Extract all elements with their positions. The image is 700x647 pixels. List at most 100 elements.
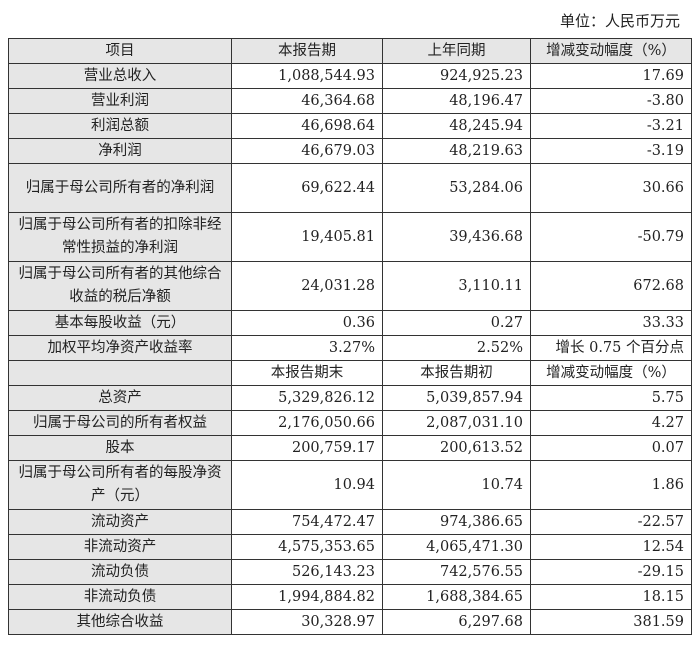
row-label: 营业总收入: [8, 63, 232, 89]
current-value: 200,759.17: [231, 435, 383, 461]
table-row: 净利润 46,679.03 48,219.63 -3.19: [8, 138, 692, 164]
subheader-row: 本报告期末 本报告期初 增减变动幅度（%）: [8, 360, 692, 386]
subheader-cell: 本报告期末: [231, 360, 383, 386]
header-cell: 增减变动幅度（%）: [530, 38, 692, 64]
change-value: 17.69: [530, 63, 692, 89]
subheader-cell: 增减变动幅度（%）: [530, 360, 692, 386]
table-row: 营业利润 46,364.68 48,196.47 -3.80: [8, 88, 692, 114]
table-row: 归属于母公司所有者的每股净资产（元） 10.94 10.74 1.86: [8, 460, 692, 510]
prior-value: 48,196.47: [382, 88, 531, 114]
table-row: 归属于母公司的所有者权益 2,176,050.66 2,087,031.10 4.27: [8, 410, 692, 436]
table-row: 加权平均净资产收益率 3.27% 2.52% 增长 0.75 个百分点: [8, 335, 692, 361]
row-label: 加权平均净资产收益率: [8, 335, 232, 361]
current-value: 5,329,826.12: [231, 385, 383, 411]
current-value: 19,405.81: [231, 212, 383, 262]
prior-value: 5,039,857.94: [382, 385, 531, 411]
change-value: 33.33: [530, 310, 692, 336]
change-value: -22.57: [530, 509, 692, 535]
current-value: 10.94: [231, 460, 383, 510]
table-row: 流动负债 526,143.23 742,576.55 -29.15: [8, 559, 692, 585]
table-row: 非流动资产 4,575,353.65 4,065,471.30 12.54: [8, 534, 692, 560]
subheader-cell: [8, 360, 232, 386]
row-label: 归属于母公司的所有者权益: [8, 410, 232, 436]
current-value: 4,575,353.65: [231, 534, 383, 560]
current-value: 1,088,544.93: [231, 63, 383, 89]
table-row: 基本每股收益（元） 0.36 0.27 33.33: [8, 310, 692, 336]
change-value: 672.68: [530, 261, 692, 311]
prior-value: 53,284.06: [382, 163, 531, 213]
change-value: 0.07: [530, 435, 692, 461]
table-row: 归属于母公司所有者的扣除非经常性损益的净利润 19,405.81 39,436.68…: [8, 212, 692, 262]
current-value: 3.27%: [231, 335, 383, 361]
header-cell: 本报告期: [231, 38, 383, 64]
change-value: 381.59: [530, 609, 692, 635]
row-label: 归属于母公司所有者的其他综合收益的税后净额: [8, 261, 232, 311]
current-value: 754,472.47: [231, 509, 383, 535]
prior-value: 6,297.68: [382, 609, 531, 635]
row-label: 总资产: [8, 385, 232, 411]
prior-value: 2.52%: [382, 335, 531, 361]
row-label: 归属于母公司所有者的每股净资产（元）: [8, 460, 232, 510]
current-value: 2,176,050.66: [231, 410, 383, 436]
row-label: 非流动负债: [8, 584, 232, 610]
prior-value: 200,613.52: [382, 435, 531, 461]
prior-value: 742,576.55: [382, 559, 531, 585]
table-row: 非流动负债 1,994,884.82 1,688,384.65 18.15: [8, 584, 692, 610]
financial-summary-table: 项目 本报告期 上年同期 增减变动幅度（%） 营业总收入 1,088,544.93…: [8, 38, 692, 635]
prior-value: 39,436.68: [382, 212, 531, 262]
change-value: -3.80: [530, 88, 692, 114]
row-label: 净利润: [8, 138, 232, 164]
current-value: 0.36: [231, 310, 383, 336]
prior-value: 1,688,384.65: [382, 584, 531, 610]
current-value: 526,143.23: [231, 559, 383, 585]
prior-value: 924,925.23: [382, 63, 531, 89]
change-value: 5.75: [530, 385, 692, 411]
change-value: 12.54: [530, 534, 692, 560]
header-cell: 上年同期: [382, 38, 531, 64]
current-value: 46,679.03: [231, 138, 383, 164]
prior-value: 48,219.63: [382, 138, 531, 164]
table-row: 营业总收入 1,088,544.93 924,925.23 17.69: [8, 63, 692, 89]
unit-label: 单位：人民币万元: [559, 12, 680, 30]
prior-value: 3,110.11: [382, 261, 531, 311]
table-row: 总资产 5,329,826.12 5,039,857.94 5.75: [8, 385, 692, 411]
change-value: -50.79: [530, 212, 692, 262]
table-row: 其他综合收益 30,328.97 6,297.68 381.59: [8, 609, 692, 635]
prior-value: 4,065,471.30: [382, 534, 531, 560]
prior-value: 974,386.65: [382, 509, 531, 535]
row-label: 流动负债: [8, 559, 232, 585]
table-header-row: 项目 本报告期 上年同期 增减变动幅度（%）: [8, 38, 692, 64]
current-value: 69,622.44: [231, 163, 383, 213]
change-value: -3.19: [530, 138, 692, 164]
change-value: -3.21: [530, 113, 692, 139]
row-label: 营业利润: [8, 88, 232, 114]
row-label: 利润总额: [8, 113, 232, 139]
header-cell: 项目: [8, 38, 232, 64]
change-value: -29.15: [530, 559, 692, 585]
change-value: 增长 0.75 个百分点: [530, 335, 692, 361]
row-label: 非流动资产: [8, 534, 232, 560]
current-value: 46,364.68: [231, 88, 383, 114]
row-label: 股本: [8, 435, 232, 461]
table-row: 股本 200,759.17 200,613.52 0.07: [8, 435, 692, 461]
current-value: 46,698.64: [231, 113, 383, 139]
table-row: 归属于母公司所有者的净利润 69,622.44 53,284.06 30.66: [8, 163, 692, 213]
current-value: 24,031.28: [231, 261, 383, 311]
change-value: 30.66: [530, 163, 692, 213]
change-value: 18.15: [530, 584, 692, 610]
change-value: 4.27: [530, 410, 692, 436]
change-value: 1.86: [530, 460, 692, 510]
prior-value: 48,245.94: [382, 113, 531, 139]
prior-value: 2,087,031.10: [382, 410, 531, 436]
row-label: 归属于母公司所有者的扣除非经常性损益的净利润: [8, 212, 232, 262]
prior-value: 10.74: [382, 460, 531, 510]
current-value: 30,328.97: [231, 609, 383, 635]
table-row: 归属于母公司所有者的其他综合收益的税后净额 24,031.28 3,110.11 67…: [8, 261, 692, 311]
row-label: 其他综合收益: [8, 609, 232, 635]
subheader-cell: 本报告期初: [382, 360, 531, 386]
current-value: 1,994,884.82: [231, 584, 383, 610]
table-row: 利润总额 46,698.64 48,245.94 -3.21: [8, 113, 692, 139]
row-label: 归属于母公司所有者的净利润: [8, 163, 232, 213]
row-label: 基本每股收益（元）: [8, 310, 232, 336]
prior-value: 0.27: [382, 310, 531, 336]
